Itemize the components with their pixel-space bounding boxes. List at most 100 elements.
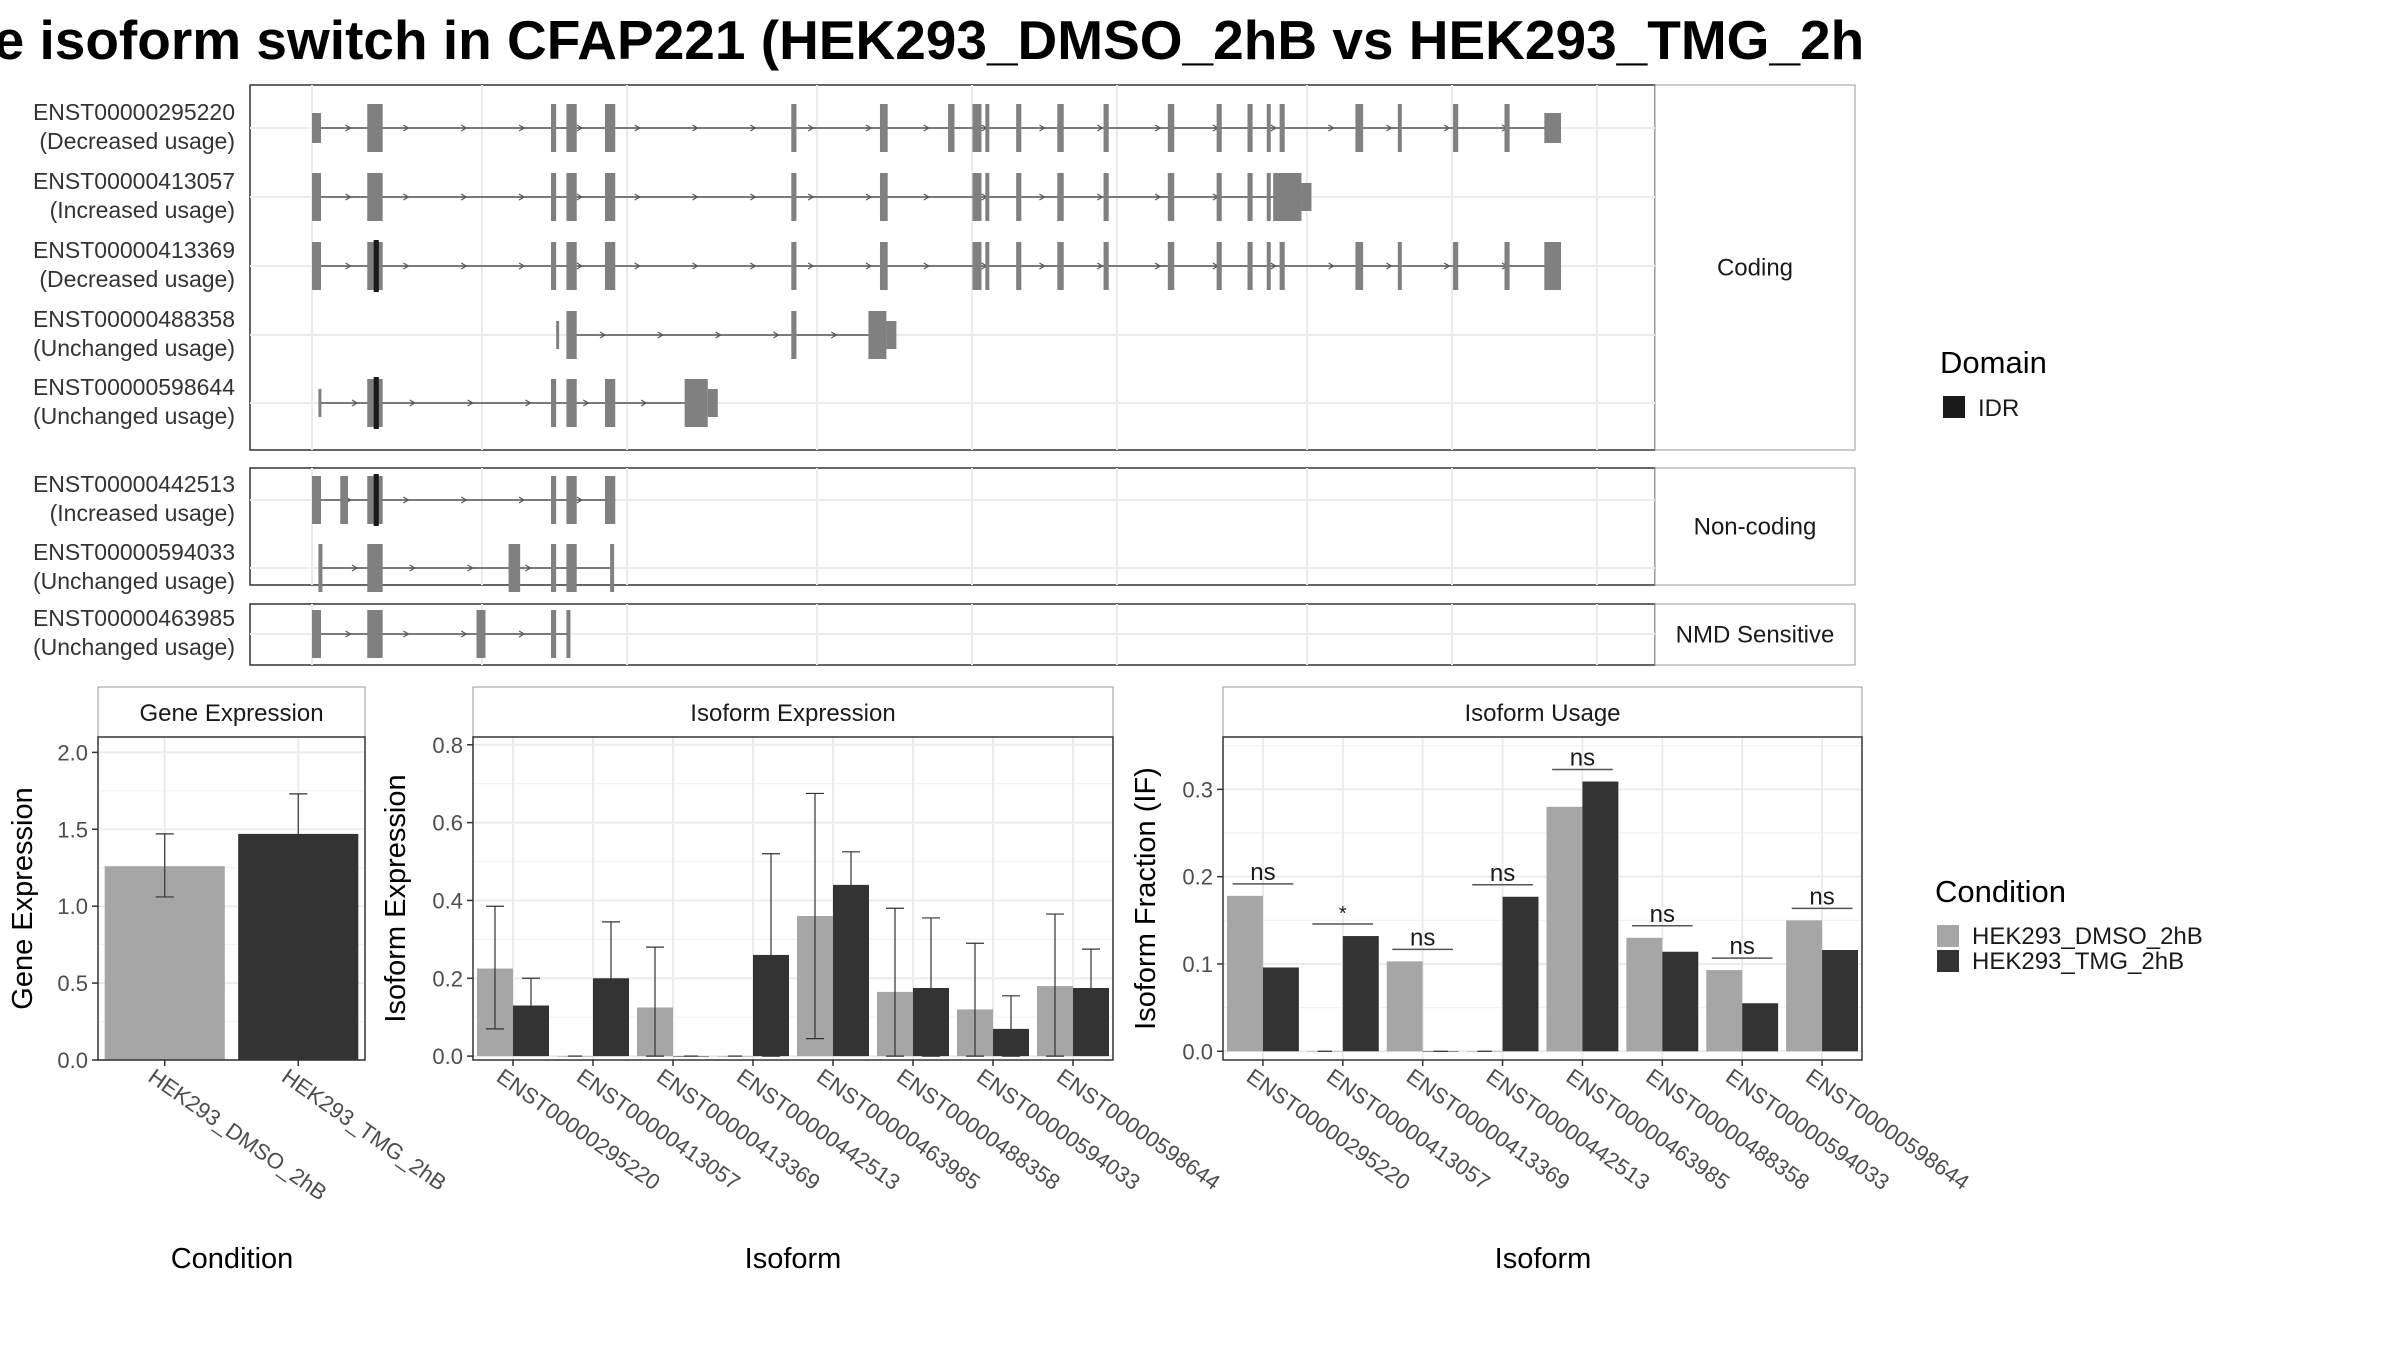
exon xyxy=(1504,242,1510,290)
intron-arrow xyxy=(1443,124,1451,132)
transcript-ENST00000442513 xyxy=(312,474,616,526)
exon xyxy=(566,379,577,427)
intron-arrow xyxy=(634,262,641,270)
exon xyxy=(551,544,557,592)
exon xyxy=(948,104,955,152)
x-axis-title: Isoform xyxy=(1495,1243,1592,1275)
intron-arrow xyxy=(657,331,664,339)
exon xyxy=(985,104,990,152)
condition-legend-swatch xyxy=(1937,925,1959,947)
domain-legend-label: IDR xyxy=(1978,395,2019,422)
exon xyxy=(367,104,383,152)
exon xyxy=(318,544,323,592)
panel-frame xyxy=(1222,736,1863,1061)
exon xyxy=(1216,173,1222,221)
intron-arrow xyxy=(345,630,352,638)
intron-arrow xyxy=(1386,262,1393,270)
intron-arrow xyxy=(1443,262,1451,270)
transcript-ENST00000594033 xyxy=(318,544,615,592)
y-tick-label: 0.5 xyxy=(57,971,88,996)
intron-arrow xyxy=(750,193,757,201)
intron-arrow xyxy=(865,193,873,201)
intron-arrow xyxy=(640,399,648,407)
x-axis-title: Isoform xyxy=(745,1243,842,1275)
exon xyxy=(604,379,616,427)
significance-label: ns xyxy=(1490,860,1515,887)
exon xyxy=(1453,104,1459,152)
exon xyxy=(312,610,321,658)
exon xyxy=(551,242,557,290)
exon xyxy=(1103,173,1109,221)
exon xyxy=(972,242,982,290)
bar xyxy=(1546,806,1583,1052)
intron-arrow xyxy=(582,399,590,407)
intron-arrow xyxy=(1039,262,1046,270)
exon xyxy=(604,173,616,221)
panel-frame xyxy=(97,736,366,1061)
bar xyxy=(1502,896,1539,1052)
exon xyxy=(1544,113,1562,143)
transcript-ENST00000295220 xyxy=(312,104,1562,152)
bar xyxy=(1582,781,1619,1052)
intron-arrow xyxy=(692,262,699,270)
intron-arrow xyxy=(467,399,474,407)
exon xyxy=(879,242,888,290)
bar xyxy=(1386,961,1423,1052)
transcript-usage-label: (Unchanged usage) xyxy=(33,335,235,361)
exon xyxy=(985,242,990,290)
exon xyxy=(566,476,577,524)
y-tick-label: 0.0 xyxy=(57,1048,88,1073)
intron-arrow xyxy=(351,564,359,572)
exon xyxy=(610,544,615,592)
y-axis-title: Isoform Fraction (IF) xyxy=(1130,767,1162,1030)
transcript-id-label: ENST00000463985 xyxy=(33,605,235,631)
y-tick-label: 0.8 xyxy=(432,733,463,758)
exon xyxy=(1453,242,1459,290)
exon xyxy=(1247,173,1253,221)
exon-utr xyxy=(886,321,897,349)
transcript-ENST00000488358 xyxy=(556,311,897,359)
intron-arrow xyxy=(518,262,526,270)
exon xyxy=(791,173,797,221)
exon xyxy=(1397,104,1402,152)
structure-strip xyxy=(1654,84,1856,451)
y-tick-label: 0.2 xyxy=(432,966,463,991)
transcript-usage-label: (Unchanged usage) xyxy=(33,634,235,660)
intron-arrow xyxy=(403,124,410,132)
exon xyxy=(1216,104,1222,152)
panel-strip xyxy=(1222,686,1863,738)
transcript-usage-label: (Decreased usage) xyxy=(39,266,235,292)
exon xyxy=(604,104,616,152)
intron-arrow xyxy=(467,564,474,572)
intron-arrow xyxy=(865,124,873,132)
intron-arrow xyxy=(576,193,584,201)
intron-arrow xyxy=(403,496,410,504)
exon xyxy=(367,173,383,221)
intron-arrow xyxy=(1328,262,1335,270)
y-tick-label: 0.0 xyxy=(432,1044,463,1069)
intron-arrow xyxy=(923,262,930,270)
exon xyxy=(1504,104,1510,152)
exon xyxy=(791,242,797,290)
transcript-usage-label: (Increased usage) xyxy=(50,197,235,223)
exon xyxy=(972,173,982,221)
exon xyxy=(312,173,321,221)
intron-arrow xyxy=(403,262,410,270)
bar xyxy=(1706,970,1743,1052)
y-tick-label: 1.5 xyxy=(57,817,88,842)
panel-title: Isoform Expression xyxy=(690,700,895,727)
exon-utr xyxy=(318,389,322,417)
intron-arrow xyxy=(409,399,416,407)
transcript-id-label: ENST00000295220 xyxy=(33,99,235,125)
intron-arrow xyxy=(599,331,607,339)
exon xyxy=(1397,242,1402,290)
transcript-ENST00000463985 xyxy=(312,610,571,658)
y-tick-label: 0.1 xyxy=(1182,952,1213,977)
intron-arrow xyxy=(1096,193,1104,201)
transcript-ENST00000413369 xyxy=(312,240,1562,292)
significance-label: * xyxy=(1339,903,1347,925)
intron-arrow xyxy=(807,262,815,270)
exon xyxy=(1103,104,1109,152)
exon xyxy=(1266,242,1271,290)
